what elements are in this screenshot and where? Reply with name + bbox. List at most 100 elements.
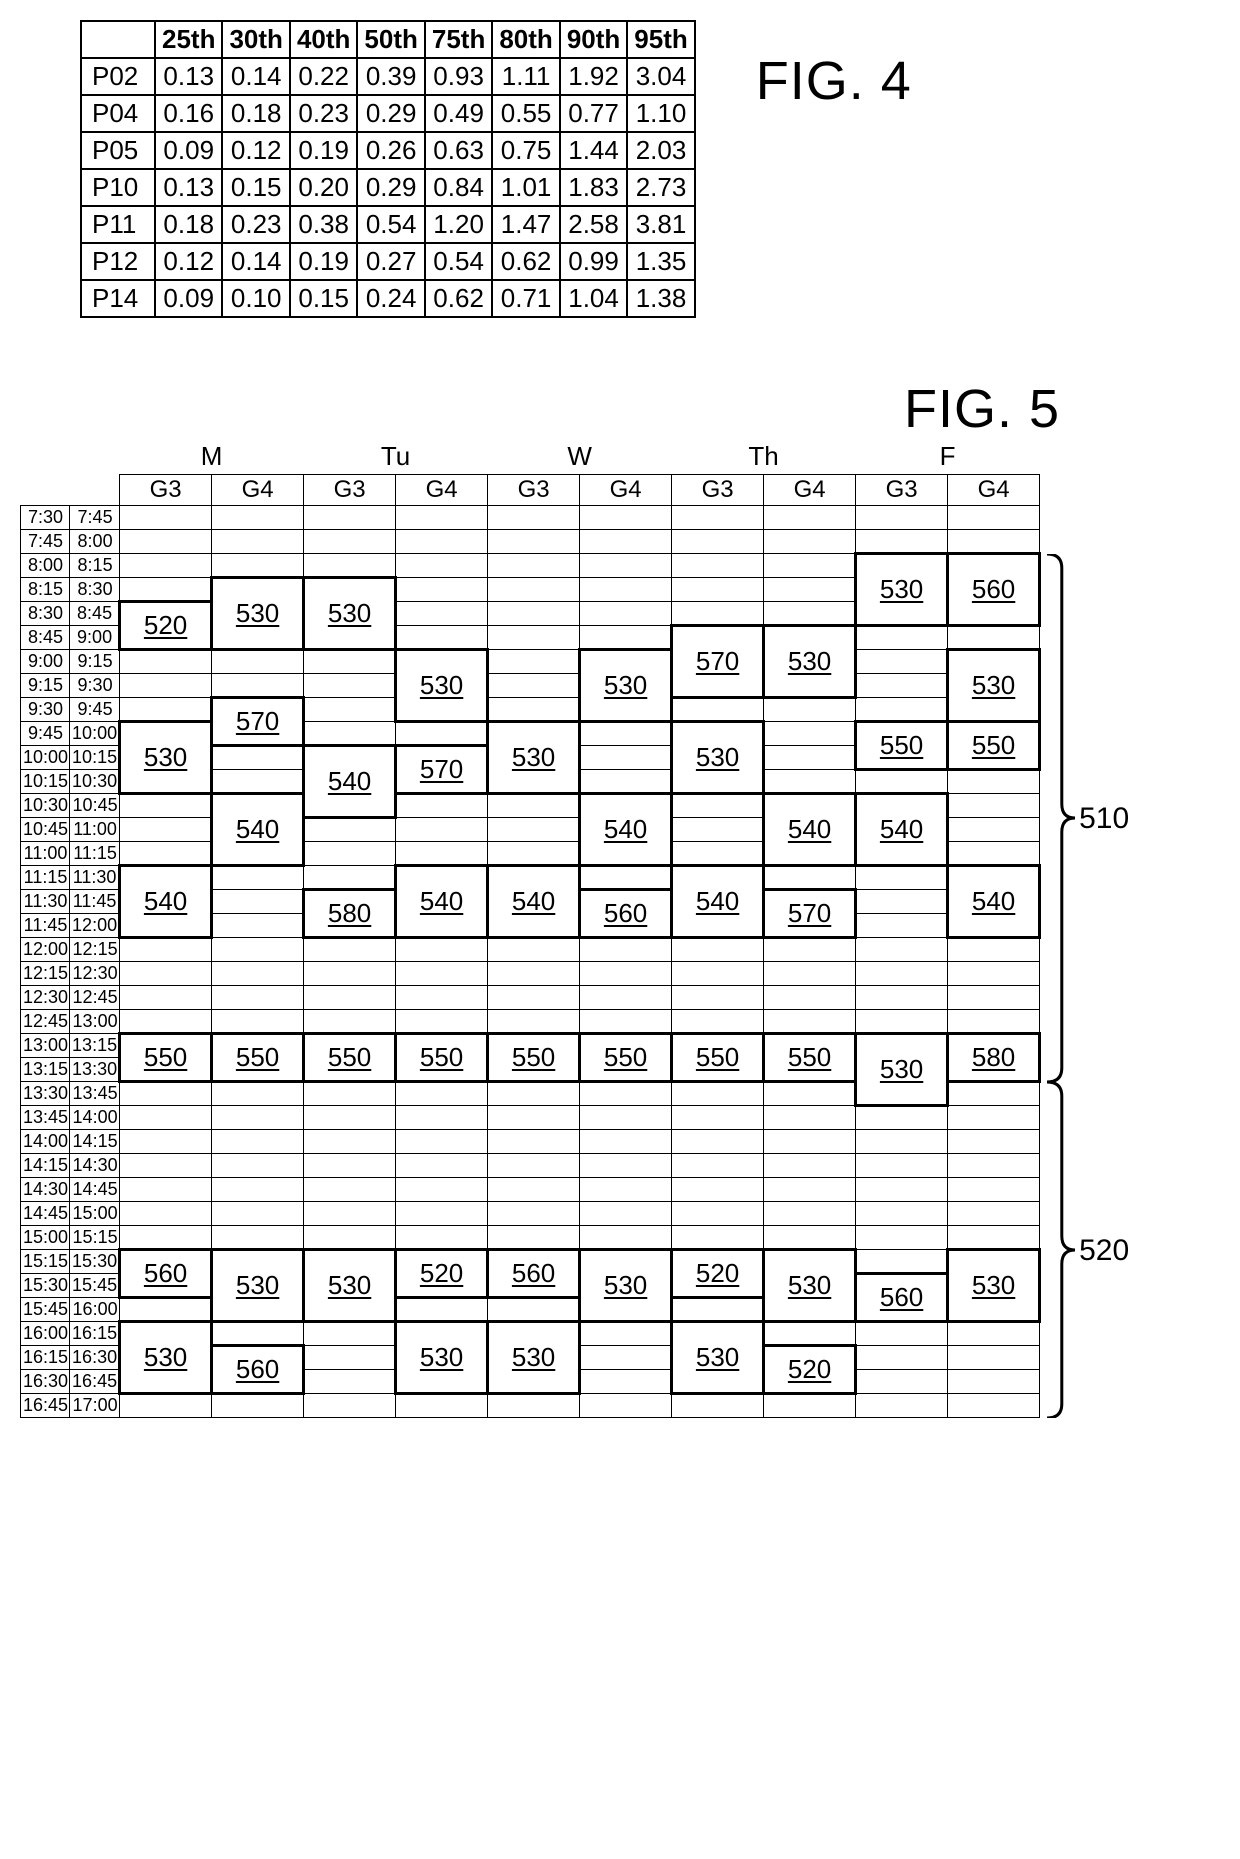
group-header: G4 <box>212 475 304 506</box>
time-end: 15:30 <box>70 1250 120 1274</box>
empty-cell <box>120 1106 212 1130</box>
time-row: 15:1515:30560530530520560530520530530 <box>21 1250 1040 1274</box>
empty-cell <box>488 698 580 722</box>
table-cell: 0.20 <box>290 169 357 206</box>
table-cell: 0.26 <box>357 132 424 169</box>
table-cell: 0.12 <box>222 132 289 169</box>
schedule-block: 570 <box>212 698 304 746</box>
time-start: 11:00 <box>21 842 70 866</box>
empty-cell <box>856 1202 948 1226</box>
empty-cell <box>488 1226 580 1250</box>
empty-cell <box>212 1202 304 1226</box>
empty-cell <box>672 818 764 842</box>
table-cell: P02 <box>81 58 155 95</box>
time-end: 10:30 <box>70 770 120 794</box>
table-cell: 0.18 <box>222 95 289 132</box>
empty-cell <box>856 1154 948 1178</box>
time-end: 9:45 <box>70 698 120 722</box>
schedule-block: 560 <box>948 554 1040 626</box>
empty-cell <box>672 578 764 602</box>
time-row: 9:309:45570 <box>21 698 1040 722</box>
time-end: 15:00 <box>70 1202 120 1226</box>
empty-cell <box>120 650 212 674</box>
day-header: Th <box>672 440 856 475</box>
empty-cell <box>212 1130 304 1154</box>
time-start: 15:15 <box>21 1250 70 1274</box>
empty-cell <box>396 1226 488 1250</box>
fig4-column-header: 95th <box>627 21 694 58</box>
empty-cell <box>948 626 1040 650</box>
empty-cell <box>488 1130 580 1154</box>
schedule-block: 520 <box>764 1346 856 1394</box>
time-end: 12:15 <box>70 938 120 962</box>
table-cell: 0.29 <box>357 95 424 132</box>
empty-cell <box>488 1154 580 1178</box>
empty-cell <box>396 1082 488 1106</box>
empty-cell <box>396 1130 488 1154</box>
time-end: 10:15 <box>70 746 120 770</box>
fig5-schedule-table: MTuWThFG3G4G3G4G3G4G3G4G3G47:307:457:458… <box>20 440 1041 1418</box>
schedule-block: 540 <box>488 866 580 938</box>
empty-cell <box>948 1010 1040 1034</box>
empty-cell <box>580 722 672 746</box>
time-start: 16:30 <box>21 1370 70 1394</box>
table-cell: 1.20 <box>425 206 492 243</box>
empty-cell <box>672 842 764 866</box>
table-row: P040.160.180.230.290.490.550.771.10 <box>81 95 695 132</box>
empty-cell <box>580 1322 672 1346</box>
empty-cell <box>304 1322 396 1346</box>
time-end: 13:45 <box>70 1082 120 1106</box>
table-cell: P10 <box>81 169 155 206</box>
empty-cell <box>856 1106 948 1130</box>
empty-cell <box>764 530 856 554</box>
empty-cell <box>212 554 304 578</box>
empty-cell <box>672 506 764 530</box>
empty-cell <box>304 842 396 866</box>
fig4-column-header <box>81 21 155 58</box>
empty-cell <box>764 1154 856 1178</box>
schedule-block: 560 <box>120 1250 212 1298</box>
schedule-block: 570 <box>764 890 856 938</box>
empty-cell <box>580 938 672 962</box>
empty-cell <box>488 1082 580 1106</box>
table-cell: 0.09 <box>155 132 222 169</box>
time-row: 9:009:15530530530 <box>21 650 1040 674</box>
time-start: 15:45 <box>21 1298 70 1322</box>
time-row: 16:4517:00 <box>21 1394 1040 1418</box>
empty-cell <box>396 818 488 842</box>
empty-cell <box>212 986 304 1010</box>
empty-cell <box>120 578 212 602</box>
table-cell: 0.77 <box>560 95 627 132</box>
time-start: 13:45 <box>21 1106 70 1130</box>
time-row: 9:4510:00530530530550550 <box>21 722 1040 746</box>
empty-cell <box>396 530 488 554</box>
empty-cell <box>304 650 396 674</box>
schedule-block: 530 <box>120 722 212 794</box>
time-start: 15:00 <box>21 1226 70 1250</box>
time-start: 12:00 <box>21 938 70 962</box>
empty-cell <box>488 1010 580 1034</box>
empty-cell <box>580 746 672 770</box>
time-end: 7:45 <box>70 506 120 530</box>
table-cell: 0.14 <box>222 243 289 280</box>
empty-cell <box>304 698 396 722</box>
time-start: 11:45 <box>21 914 70 938</box>
empty-cell <box>580 1178 672 1202</box>
empty-cell <box>856 1226 948 1250</box>
time-start: 16:45 <box>21 1394 70 1418</box>
table-cell: 1.47 <box>492 206 559 243</box>
schedule-block: 530 <box>948 1250 1040 1322</box>
time-row: 13:4514:00 <box>21 1106 1040 1130</box>
time-end: 14:45 <box>70 1178 120 1202</box>
empty-cell <box>212 1394 304 1418</box>
time-end: 16:15 <box>70 1322 120 1346</box>
empty-cell <box>304 1394 396 1418</box>
table-cell: 3.04 <box>627 58 694 95</box>
time-start: 13:30 <box>21 1082 70 1106</box>
schedule-block: 530 <box>304 578 396 650</box>
fig4-column-header: 30th <box>222 21 289 58</box>
time-end: 14:00 <box>70 1106 120 1130</box>
empty-cell <box>120 1154 212 1178</box>
empty-cell <box>580 506 672 530</box>
time-end: 11:15 <box>70 842 120 866</box>
